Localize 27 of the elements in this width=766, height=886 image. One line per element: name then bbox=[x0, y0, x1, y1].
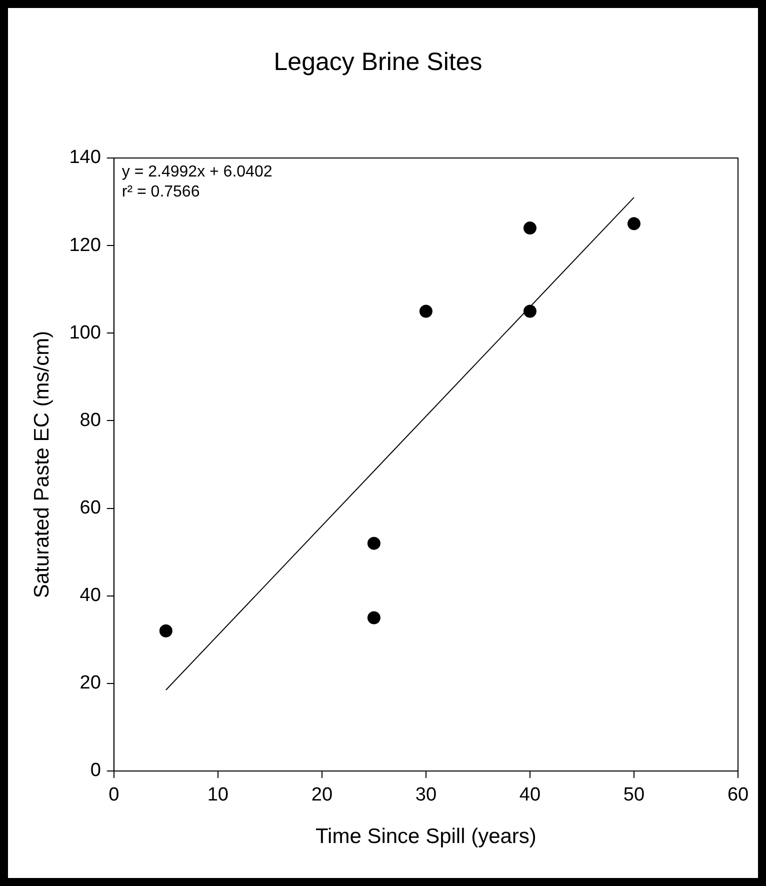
x-tick-label: 0 bbox=[108, 784, 120, 806]
x-tick-label: 30 bbox=[415, 784, 437, 806]
point bbox=[159, 624, 172, 638]
x-tick-label: 40 bbox=[519, 784, 541, 806]
y-tick-label: 120 bbox=[69, 234, 101, 256]
y-tick-label: 100 bbox=[69, 322, 101, 344]
x-axis-title: Time Since Spill (years) bbox=[315, 825, 536, 848]
point bbox=[627, 217, 640, 230]
point bbox=[419, 304, 432, 318]
y-tick-label: 0 bbox=[90, 760, 101, 782]
annotation: y = 2.4992x + 6.0402 bbox=[122, 163, 272, 180]
y-axis-title: Saturated Paste EC (ms/cm) bbox=[30, 330, 54, 598]
x-tick-label: 20 bbox=[311, 784, 333, 806]
annotation: r² = 0.7566 bbox=[122, 183, 200, 200]
x-tick-label: 50 bbox=[623, 784, 645, 806]
y-tick-label: 60 bbox=[80, 498, 101, 519]
point bbox=[523, 222, 536, 235]
chart-title: Legacy Brine Sites bbox=[274, 48, 482, 76]
y-tick-label: 40 bbox=[80, 585, 101, 606]
y-tick-label: 80 bbox=[80, 410, 101, 431]
x-tick-label: 10 bbox=[207, 784, 228, 806]
x-tick-label: 60 bbox=[727, 784, 749, 806]
y-tick-label: 140 bbox=[69, 147, 101, 168]
point bbox=[523, 304, 536, 318]
point bbox=[367, 611, 380, 624]
y-tick-label: 20 bbox=[80, 672, 101, 694]
point bbox=[367, 536, 380, 550]
